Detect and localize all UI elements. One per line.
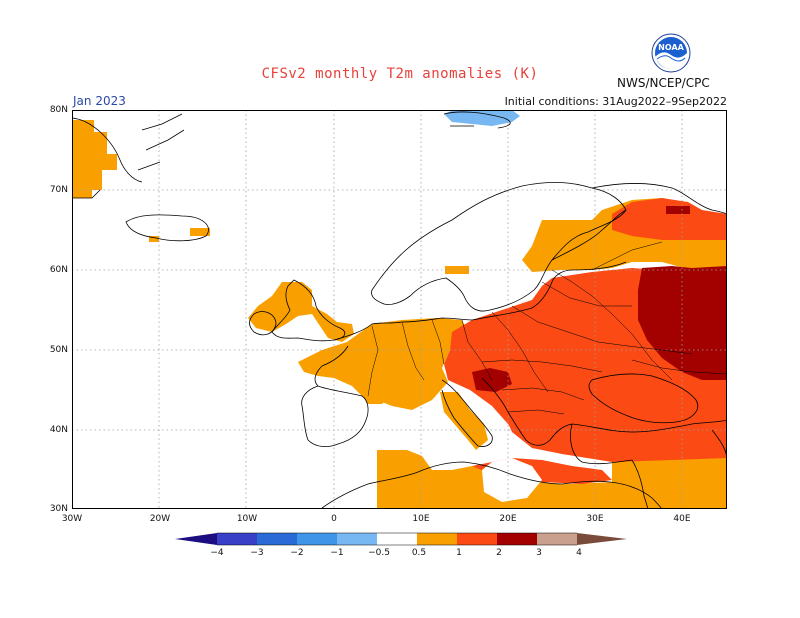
- coast-finland: [551, 209, 627, 271]
- logo-text: NOAA: [658, 43, 684, 52]
- cbar-label-neg2: −2: [290, 548, 304, 558]
- cbar-seg-neg1: [337, 533, 377, 545]
- coast-middle-east: [631, 459, 649, 509]
- anomaly-iceland-e: [190, 228, 210, 236]
- gridlines: [72, 110, 727, 509]
- cbar-seg-pos3: [537, 533, 577, 545]
- anomaly-fields: [72, 110, 727, 509]
- coast-iberia: [301, 385, 369, 448]
- coast-scandinavia: [371, 181, 627, 312]
- cbar-label-neg3: −3: [250, 548, 264, 558]
- coast-iceland: [125, 214, 209, 242]
- borders: [367, 241, 727, 415]
- anomaly-kola-dark: [666, 206, 690, 214]
- cbar-label-pos3: 3: [536, 548, 542, 558]
- lat-label-70n: 70N: [49, 185, 68, 195]
- lat-label-40n: 40N: [49, 425, 68, 435]
- lon-label-30e: 30E: [586, 514, 604, 524]
- coast-kola: [591, 182, 727, 215]
- cbar-label-neg4: −4: [210, 548, 224, 558]
- cbar-label-neg05: −0.5: [368, 548, 390, 558]
- coast-balkans: [481, 377, 573, 446]
- coast-turkey: [570, 419, 727, 465]
- lat-label-50n: 50N: [49, 345, 68, 355]
- coast-ireland: [249, 311, 277, 336]
- anomaly-map: [72, 110, 727, 509]
- noaa-logo: NOAA: [651, 33, 691, 73]
- coast-british-isles: [271, 279, 346, 342]
- lon-label-0: 0: [331, 514, 337, 524]
- cbar-arrow-high: [577, 533, 627, 545]
- cbar-label-pos05: 0.5: [411, 548, 427, 558]
- cbar-label-neg1: −1: [330, 548, 344, 558]
- lon-label-10e: 10E: [412, 514, 430, 524]
- anomaly-greenland: [72, 120, 117, 198]
- coast-baltic: [471, 269, 573, 321]
- forecast-period: Jan 2023: [73, 94, 126, 108]
- coast-italy: [441, 379, 493, 447]
- anomaly-italy: [440, 392, 488, 450]
- anomaly-western-europe: [298, 318, 472, 410]
- cbar-seg-neg3: [257, 533, 297, 545]
- lat-label-30n: 30N: [49, 504, 68, 514]
- coastlines: [72, 111, 727, 509]
- cbar-seg-pos2: [497, 533, 537, 545]
- color-bar: [175, 532, 627, 546]
- cbar-label-pos4: 4: [576, 548, 582, 558]
- lon-label-20w: 20W: [149, 514, 171, 524]
- lon-label-40e: 40E: [673, 514, 691, 524]
- anomaly-scandinavia-patch: [445, 266, 469, 274]
- cbar-seg-neg2: [297, 533, 337, 545]
- cbar-arrow-low: [175, 533, 217, 545]
- lat-label-80n: 80N: [49, 105, 68, 115]
- anomaly-british-isles: [248, 282, 354, 342]
- lat-label-60n: 60N: [49, 265, 68, 275]
- anomaly-svalbard: [444, 110, 520, 126]
- cbar-label-pos1: 1: [456, 548, 462, 558]
- agency-label: NWS/NCEP/CPC: [617, 76, 710, 90]
- coast-svalbard: [443, 111, 511, 129]
- coast-greenland-east: [137, 113, 185, 171]
- cbar-seg-pos1: [457, 533, 497, 545]
- coast-greenland: [72, 117, 143, 199]
- coast-black-sea: [588, 373, 699, 424]
- anomaly-iceland-s: [149, 236, 159, 242]
- anomaly-kola: [612, 198, 727, 240]
- lon-label-30w: 30W: [61, 514, 83, 524]
- lon-label-10w: 10W: [236, 514, 258, 524]
- initial-conditions: Initial conditions: 31Aug2022–9Sep2022: [504, 95, 727, 108]
- cbar-seg-neutral: [377, 533, 417, 545]
- cbar-seg-neg4: [217, 533, 257, 545]
- cbar-label-pos2: 2: [496, 548, 502, 558]
- anomaly-russia-dark: [638, 266, 727, 380]
- coast-north-africa: [321, 461, 663, 509]
- cbar-seg-pos05: [417, 533, 457, 545]
- chart-title: CFSv2 monthly T2m anomalies (K): [261, 66, 539, 82]
- lon-label-20e: 20E: [499, 514, 517, 524]
